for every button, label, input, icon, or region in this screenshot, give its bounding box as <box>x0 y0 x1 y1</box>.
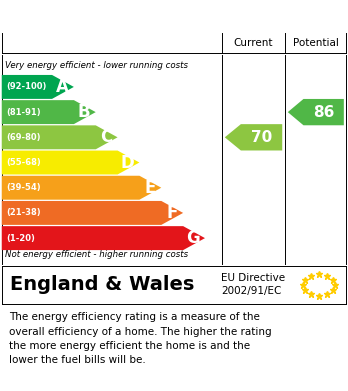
Polygon shape <box>288 99 344 125</box>
Text: Current: Current <box>234 38 273 48</box>
Text: Very energy efficient - lower running costs: Very energy efficient - lower running co… <box>5 61 188 70</box>
Text: Energy Efficiency Rating: Energy Efficiency Rating <box>9 7 238 25</box>
Text: Not energy efficient - higher running costs: Not energy efficient - higher running co… <box>5 250 188 259</box>
Text: D: D <box>120 154 134 172</box>
Polygon shape <box>2 226 205 250</box>
Text: Potential: Potential <box>293 38 339 48</box>
Text: B: B <box>78 103 90 121</box>
Polygon shape <box>2 75 74 99</box>
Text: (69-80): (69-80) <box>6 133 40 142</box>
Polygon shape <box>2 151 140 174</box>
Text: (55-68): (55-68) <box>6 158 41 167</box>
Text: E: E <box>145 179 156 197</box>
Text: 86: 86 <box>313 105 334 120</box>
Text: (92-100): (92-100) <box>6 83 46 91</box>
Text: (21-38): (21-38) <box>6 208 40 217</box>
Text: C: C <box>100 128 112 146</box>
Text: (1-20): (1-20) <box>6 233 35 243</box>
Text: England & Wales: England & Wales <box>10 276 195 294</box>
Text: EU Directive
2002/91/EC: EU Directive 2002/91/EC <box>221 273 285 296</box>
Text: (81-91): (81-91) <box>6 108 40 117</box>
Text: F: F <box>167 204 178 222</box>
Polygon shape <box>2 126 118 149</box>
Text: (39-54): (39-54) <box>6 183 40 192</box>
Text: 70: 70 <box>251 130 272 145</box>
Text: The energy efficiency rating is a measure of the
overall efficiency of a home. T: The energy efficiency rating is a measur… <box>9 312 271 365</box>
Text: A: A <box>56 78 69 96</box>
Polygon shape <box>2 100 96 124</box>
Polygon shape <box>2 176 161 200</box>
Polygon shape <box>225 124 282 151</box>
Polygon shape <box>2 201 183 225</box>
Text: G: G <box>186 229 200 247</box>
